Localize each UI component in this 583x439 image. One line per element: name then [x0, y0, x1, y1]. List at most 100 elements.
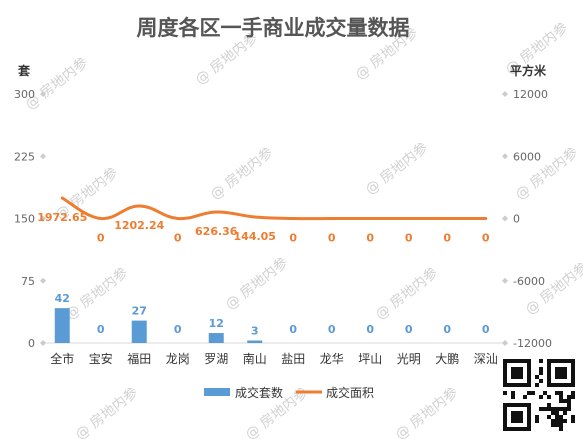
- watermark-text: @ 房地内参: [392, 384, 461, 439]
- bar-data-label: 12: [209, 317, 224, 330]
- qr-module: [535, 415, 539, 419]
- line-data-label: 0: [328, 232, 336, 245]
- qr-module: [543, 391, 547, 395]
- bar: [131, 320, 147, 343]
- right-tick-mark: [502, 215, 508, 222]
- watermark-text: @ 房地内参: [372, 264, 441, 323]
- line-data-label: 0: [289, 232, 297, 245]
- right-tick-label: -6000: [513, 275, 545, 288]
- left-tick-label: 75: [21, 275, 35, 288]
- qr-module: [555, 423, 559, 427]
- left-tick-mark: [40, 340, 46, 346]
- right-tick-label: 6000: [513, 150, 541, 163]
- line-data-label: 0: [482, 232, 490, 245]
- qr-module: [555, 411, 559, 415]
- line-point: [60, 196, 64, 200]
- line-point: [137, 204, 141, 208]
- legend-label-line: 成交面积: [326, 385, 374, 400]
- qr-module: [539, 407, 543, 411]
- bar-data-label: 0: [443, 323, 451, 336]
- watermarks: @ 房地内参 @ 房地内参 @ 房地内参 @ 房地内参 @ 房地内参 @ 房地内参 @ 房地…: [22, 19, 583, 439]
- right-tick-mark: [502, 340, 508, 346]
- qr-module: [571, 395, 575, 399]
- line-data-label: 1202.24: [114, 219, 164, 232]
- bar-data-label: 0: [405, 323, 413, 336]
- qr-module: [539, 371, 543, 375]
- qr-finder-core: [511, 367, 523, 379]
- qr-module: [547, 407, 551, 411]
- line-data-label: 0: [97, 232, 105, 245]
- line-data-label: 626.36: [195, 225, 238, 238]
- qr-module: [563, 407, 567, 411]
- category-label: 坪山: [358, 352, 382, 366]
- category-label: 龙华: [320, 352, 344, 366]
- line-point: [291, 217, 295, 220]
- left-axis-unit: 套: [17, 63, 31, 78]
- category-label: 光明: [397, 352, 421, 366]
- line-data-label: 1972.65: [37, 211, 87, 224]
- qr-module: [535, 375, 539, 379]
- bar-data-label: 0: [174, 323, 182, 336]
- qr-module: [555, 415, 559, 419]
- qr-module: [551, 411, 555, 415]
- bar-data-label: 0: [289, 323, 297, 336]
- qr-module: [571, 415, 575, 419]
- qr-module: [527, 391, 531, 395]
- qr-module: [551, 419, 555, 423]
- qr-module: [551, 407, 555, 411]
- qr-module: [563, 419, 567, 423]
- right-tick-label: 12000: [513, 88, 548, 101]
- watermark-text: @ 房地内参: [22, 54, 91, 113]
- qr-module: [511, 391, 515, 395]
- line-path: [61, 196, 486, 221]
- category-label: 大鹏: [435, 352, 459, 366]
- line-point: [330, 217, 334, 220]
- left-tick-label: 150: [14, 213, 35, 226]
- qr-module: [559, 407, 563, 411]
- qr-module: [539, 359, 543, 363]
- category-label: 宝安: [89, 351, 113, 366]
- line-point: [99, 217, 103, 220]
- line-data-label: 144.05: [234, 230, 276, 243]
- bar: [54, 308, 70, 343]
- category-label: 深汕: [474, 352, 498, 366]
- left-tick-mark: [40, 277, 46, 284]
- qr-module: [539, 395, 543, 399]
- qr-module: [539, 379, 543, 383]
- qr-module: [555, 407, 559, 411]
- right-tick-label: 0: [513, 213, 520, 226]
- qr-finder-core: [555, 367, 567, 379]
- line-data-label: 0: [443, 232, 451, 245]
- watermark-text: @ 房地内参: [207, 144, 276, 203]
- qr-module: [559, 427, 563, 431]
- bar-data-label: 3: [251, 325, 259, 338]
- qr-module: [547, 403, 551, 407]
- qr-module: [559, 423, 563, 427]
- bar-data-label: 0: [366, 323, 374, 336]
- legend-label-bar: 成交套数: [235, 385, 283, 400]
- legend-swatch-bar: [204, 388, 230, 396]
- qr-module: [571, 391, 575, 395]
- qr-module: [543, 407, 547, 411]
- bar-data-label: 0: [328, 323, 336, 336]
- right-axis-unit: 平方米: [510, 63, 547, 78]
- left-tick-label: 300: [14, 88, 35, 101]
- qr-module: [559, 419, 563, 423]
- left-tick-mark: [40, 153, 46, 160]
- watermark-text: @ 房地内参: [522, 259, 583, 318]
- watermark-text: @ 房地内参: [72, 384, 141, 439]
- category-label: 南山: [243, 351, 267, 366]
- line-point: [176, 217, 180, 220]
- right-tick-label: -12000: [513, 337, 552, 350]
- line-point: [368, 217, 372, 220]
- qr-module: [539, 367, 543, 371]
- qr-module: [523, 395, 527, 399]
- qr-module: [559, 415, 563, 419]
- qr-module: [555, 391, 559, 395]
- data-labels: 42 0 27 0 12 3 0 0 0 0 0 0 1972.65 0 1202.24 0 626.36144…: [37, 211, 490, 337]
- right-tick-mark: [502, 153, 508, 160]
- category-label: 龙岗: [166, 352, 190, 366]
- line-data-label: 0: [366, 232, 374, 245]
